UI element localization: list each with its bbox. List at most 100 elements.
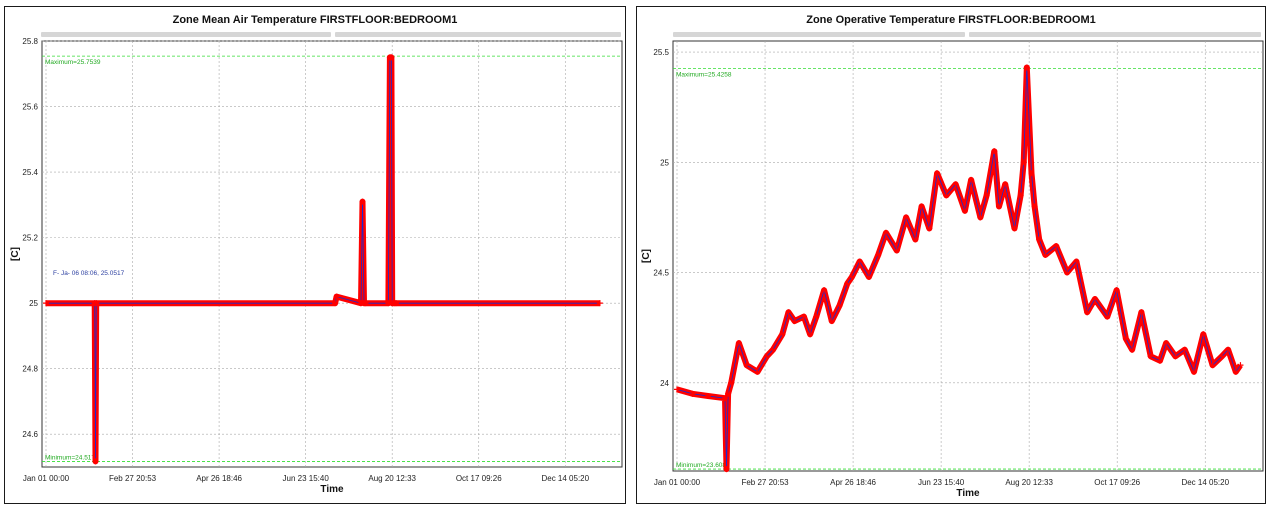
data-point [903,214,910,221]
chart-title: Zone Operative Temperature FIRSTFLOOR:BE… [806,14,1096,26]
data-point [1073,258,1080,265]
data-point [392,300,399,307]
maximum-label: Maximum=25.7539 [45,59,101,66]
data-point [807,331,814,338]
data-point [769,346,776,353]
data-point [689,390,696,397]
data-point [723,466,730,473]
data-point [977,214,984,221]
data-point [1129,346,1136,353]
data-point [779,331,786,338]
x-tick-label: Feb 27 20:53 [741,478,789,487]
data-point [918,203,925,210]
data-point [1113,287,1120,294]
x-tick-label: Oct 17 09:26 [456,474,502,483]
data-point [968,176,975,183]
data-point [1017,192,1024,199]
x-tick-label: Aug 20 12:33 [1005,478,1053,487]
y-tick-label: 24.6 [22,430,38,439]
y-tick-label: 25.4 [22,168,38,177]
x-tick-label: Aug 20 12:33 [368,474,416,483]
hover-annotation: F- Ja- 06 08:06, 25.0517 [53,270,125,277]
plot-frame [672,40,1264,472]
data-point [92,458,99,465]
data-point [1218,353,1225,360]
data-point [934,170,941,177]
data-point [1002,181,1009,188]
data-point [763,353,770,360]
x-tick-label: Jan 01 00:00 [654,478,701,487]
data-point [785,309,792,316]
scrollbar-segment[interactable] [335,32,621,37]
x-tick-label: Apr 26 18:46 [196,474,242,483]
y-tick-label: 24 [660,379,669,388]
data-point [728,379,735,386]
data-point [882,229,889,236]
data-point [359,198,366,205]
data-point [1163,340,1170,347]
x-tick-label: Jan 01 00:00 [23,474,70,483]
scrollbar-segment[interactable] [41,32,331,37]
data-point [1042,251,1049,258]
data-point [735,340,742,347]
chart-panel-operative-temperature: Zone Operative Temperature FIRSTFLOOR:BE… [636,6,1266,504]
data-point [943,192,950,199]
y-axis-label: [C] [10,247,21,261]
scrollbar-segment[interactable] [969,32,1261,37]
x-tick-label: Jun 23 15:40 [283,474,330,483]
data-point [1023,64,1030,71]
chart-plot-area: 24.6 24.8 25 25.2 25.4 25.6 25.8 Jan 01 00:00 Fe… [10,37,623,495]
data-point [1232,368,1239,375]
data-point [596,300,603,307]
y-tick-label: 25 [660,158,669,167]
minimum-label: Minimum=24.517 [45,454,95,461]
data-point [1011,225,1018,232]
y-tick-label: 25 [29,299,38,308]
data-point [1147,353,1154,360]
y-tick-label: 24.8 [22,365,38,374]
data-point [1064,269,1071,276]
data-point [1031,203,1038,210]
data-point [1091,296,1098,302]
data-point [674,386,680,393]
data-point [813,313,820,320]
data-point [1122,335,1129,342]
data-point [721,395,728,402]
data-point [1156,357,1163,364]
chart-title: Zone Mean Air Temperature FIRSTFLOOR:BED… [172,14,458,26]
y-tick-label: 25.6 [22,103,38,112]
data-point [991,148,998,155]
series-line [676,67,1241,470]
x-axis-label: Time [320,484,344,495]
data-point [754,368,761,375]
data-point [844,280,851,287]
data-point [332,300,339,307]
plot-frame [41,40,623,468]
x-tick-label: Dec 14 05:20 [1181,478,1229,487]
maximum-label: Maximum=25.4258 [676,71,732,78]
x-tick-label: Jun 23 15:40 [918,478,965,487]
data-point [743,362,750,369]
scrollbar-segment[interactable] [673,32,965,37]
data-point [388,54,395,61]
data-point [893,247,900,254]
y-axis-label: [C] [641,249,652,263]
data-point [1172,353,1179,360]
data-point [1181,346,1188,353]
data-point [93,300,100,307]
data-point [912,236,919,243]
data-point [1104,313,1111,320]
y-tick-label: 25.8 [22,37,38,46]
x-tick-label: Feb 27 20:53 [109,474,157,483]
x-tick-label: Oct 17 09:26 [1094,478,1140,487]
data-point [791,318,798,325]
y-tick-label: 25.2 [22,234,38,243]
data-point [362,300,369,307]
data-point [725,390,732,397]
data-point [865,273,872,280]
data-point [1053,243,1060,250]
y-tick-label: 24.5 [653,269,669,278]
data-point [983,192,990,199]
data-point [333,293,340,300]
data-point [800,313,807,320]
